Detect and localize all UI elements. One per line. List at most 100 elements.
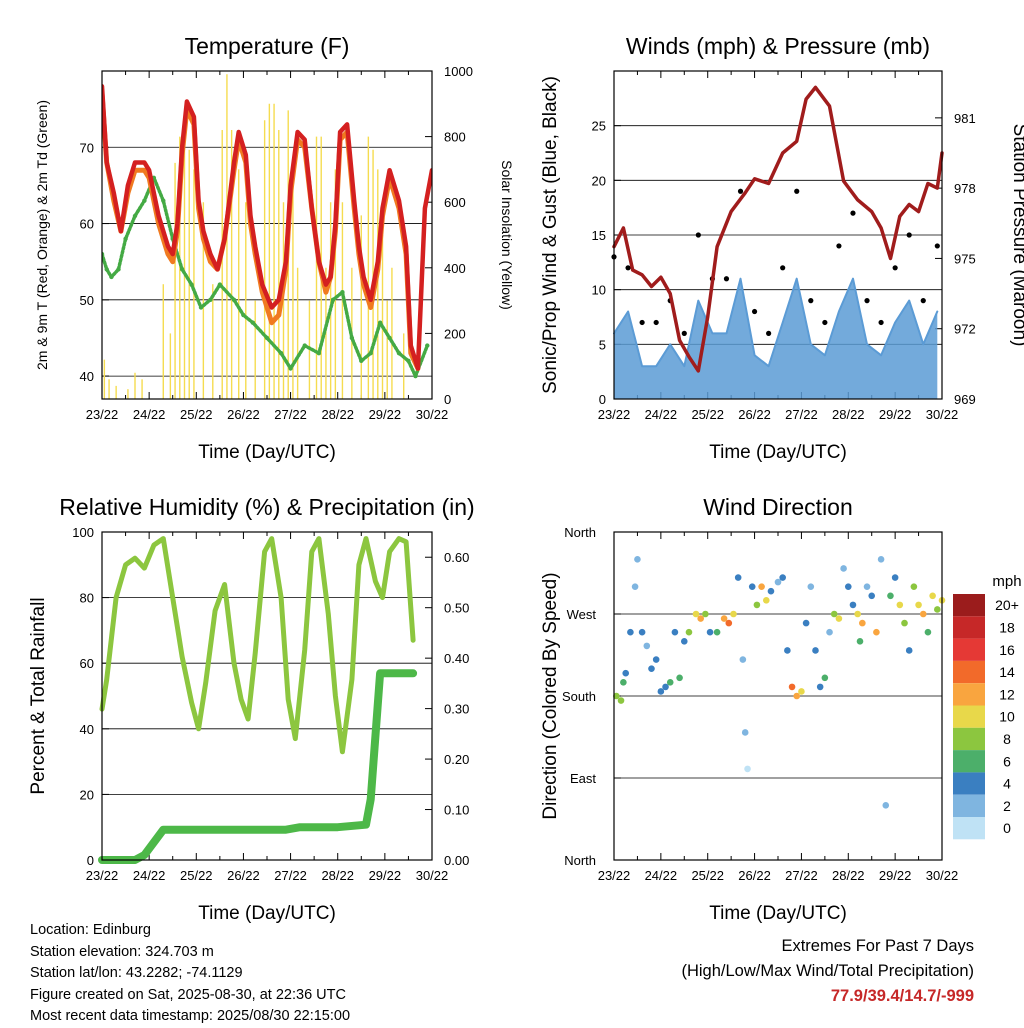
gust-point-3	[653, 319, 659, 326]
dewpoint-point-18	[264, 335, 270, 341]
dewpoint-point-11	[189, 282, 194, 287]
legend-label-3: 14	[999, 664, 1015, 680]
gust-point-13	[794, 188, 800, 194]
direction-point-44	[816, 683, 824, 691]
y-tick-label-1-4: 20	[592, 173, 606, 188]
y-right-tick-label-0-5: 1000	[444, 64, 473, 79]
direction-point-28	[741, 729, 749, 736]
direction-point-57	[873, 628, 880, 636]
plot-border-3	[613, 531, 943, 861]
gust-point-23	[934, 243, 940, 249]
direction-point-19	[697, 615, 704, 622]
direction-point-68	[924, 628, 932, 636]
gust-point-15	[822, 319, 828, 326]
gust-point-6	[695, 232, 701, 238]
y-right-tick-label-0-1: 200	[444, 326, 466, 341]
direction-point-35	[774, 578, 782, 586]
direction-point-51	[849, 601, 857, 609]
y-right-tick-label-0-3: 600	[444, 195, 466, 210]
y-axis-right-label-1: Station Pressure (Maroon)	[1009, 124, 1024, 347]
direction-point-31	[753, 601, 761, 609]
dewpoint-point-33	[425, 343, 430, 348]
dewpoint-point-13	[208, 297, 213, 303]
y-right-tick-label-2-5: 0.50	[444, 601, 469, 616]
direction-point-36	[779, 574, 786, 581]
legend-label-6: 8	[1003, 731, 1011, 747]
y-tick-label-0-3: 70	[80, 140, 94, 155]
legend-swatch-6	[953, 727, 985, 751]
x-axis-label-1: Time (Day/UTC)	[709, 442, 847, 463]
direction-point-13	[666, 679, 674, 686]
y-tick-label-2-1: 20	[80, 787, 94, 802]
direction-point-20	[702, 610, 709, 618]
direction-point-10	[652, 656, 660, 663]
gust-point-1	[625, 265, 631, 271]
direction-point-42	[807, 583, 815, 590]
x-tick-label-1-7: 30/22	[926, 407, 959, 422]
y-tick-label-3-4: North	[564, 525, 596, 540]
y-tick-label-1-3: 15	[592, 228, 606, 243]
dewpoint-point-22	[316, 351, 322, 356]
legend-title: mph	[992, 573, 1021, 590]
gust-point-21	[906, 232, 912, 238]
extremes-subtitle: (High/Low/Max Wind/Total Precipitation)	[681, 962, 974, 980]
y-right-tick-label-0-4: 800	[444, 130, 466, 145]
wind-area	[614, 278, 938, 399]
gust-point-22	[920, 298, 926, 304]
y-axis-label-2: Percent & Total Rainfall	[28, 597, 49, 794]
legend-label-2: 16	[999, 642, 1015, 658]
latlon-text: Station lat/lon: 43.2282; -74.1129	[30, 965, 243, 981]
x-tick-label-3-5: 28/22	[832, 868, 865, 883]
wind-line	[613, 277, 939, 368]
y-tick-label-3-3: West	[567, 607, 597, 622]
t2m-line	[102, 84, 432, 371]
x-tick-label-3-3: 26/22	[738, 868, 771, 883]
x-tick-label-0-4: 27/22	[274, 407, 307, 422]
legend-swatch-9	[953, 794, 985, 817]
chart-title-2: Relative Humidity (%) & Precipitation (i…	[59, 494, 474, 520]
direction-point-14	[671, 628, 679, 636]
y-tick-label-2-2: 40	[80, 722, 94, 737]
gust-point-12	[780, 265, 786, 271]
y-tick-label-3-2: South	[562, 689, 596, 704]
gust-point-2	[639, 319, 645, 326]
direction-point-7	[638, 628, 646, 636]
direction-point-53	[856, 638, 864, 645]
x-axis-label-3: Time (Day/UTC)	[709, 903, 847, 924]
x-tick-label-3-4: 27/22	[785, 868, 818, 883]
x-tick-label-3-7: 30/22	[926, 868, 959, 883]
y-right-tick-label-1-2: 975	[954, 251, 976, 266]
rh-line	[99, 536, 416, 755]
temperature-panel: Temperature (F) Time (Day/UTC) 2m & 9m T (…	[34, 33, 515, 463]
y-right-tick-label-2-1: 0.10	[444, 803, 469, 818]
direction-point-46	[826, 628, 833, 636]
dewpoint-point-20	[288, 366, 293, 371]
direction-point-15	[676, 674, 683, 682]
legend-swatch-4	[953, 683, 985, 706]
station-info: Location: Edinburg Station elevation: 32…	[30, 920, 350, 1028]
dewpoint-point-8	[161, 198, 166, 203]
dewpoint-point-10	[179, 267, 185, 272]
dewpoint-point-31	[406, 358, 411, 364]
direction-point-2	[620, 679, 627, 686]
y-tick-label-1-1: 5	[599, 337, 606, 352]
legend-label-9: 2	[1003, 798, 1011, 814]
y-tick-label-2-5: 100	[72, 525, 94, 540]
direction-point-41	[802, 619, 810, 627]
dewpoint-point-26	[359, 358, 364, 364]
extremes-title: Extremes For Past 7 Days	[781, 937, 974, 955]
location-text: Location: Edinburg	[30, 922, 151, 938]
direction-point-64	[905, 647, 913, 654]
speed-legend: mph 20+ 18 16 14 12 10 8 6 4 2 0	[953, 573, 1022, 840]
direction-point-45	[821, 674, 829, 682]
dewpoint-point-12	[198, 305, 204, 310]
x-tick-label-0-5: 28/22	[321, 407, 354, 422]
x-tick-label-1-0: 23/22	[598, 407, 631, 422]
x-axis-label-0: Time (Day/UTC)	[198, 442, 336, 463]
direction-point-30	[748, 583, 756, 590]
gust-point-20	[892, 265, 898, 271]
winds-pressure-panel: Winds (mph) & Pressure (mb) Time (Day/UTC…	[540, 33, 1024, 463]
dewpoint-point-30	[396, 351, 402, 356]
chart-title-1: Winds (mph) & Pressure (mb)	[626, 33, 930, 59]
